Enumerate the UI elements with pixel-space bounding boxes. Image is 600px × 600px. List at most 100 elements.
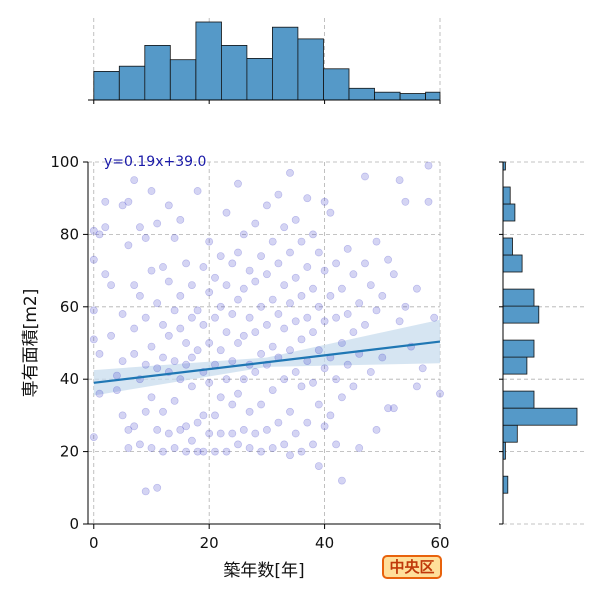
scatter-point	[268, 342, 277, 351]
scatter-point	[251, 328, 260, 336]
scatter-point	[251, 429, 260, 438]
scatter-point	[222, 447, 231, 456]
scatter-point	[309, 284, 317, 293]
scatter-point	[170, 357, 179, 365]
x-hist-bar	[220, 45, 248, 101]
scatter-point	[262, 201, 271, 210]
scatter-point	[297, 335, 306, 344]
scatter-point	[326, 411, 335, 420]
scatter-point	[268, 386, 277, 394]
scatter-point	[118, 201, 127, 210]
scatter-point	[366, 281, 375, 289]
x-hist-bar	[271, 26, 299, 101]
scatter-point	[332, 440, 340, 449]
scatter-point	[337, 393, 346, 402]
scatter-point	[291, 273, 300, 282]
y-hist-bar	[502, 305, 540, 324]
scatter-point	[130, 281, 139, 289]
scatter-point	[337, 476, 346, 485]
scatter-point	[274, 418, 283, 427]
scatter-point	[228, 429, 237, 438]
scatter-point	[205, 237, 214, 246]
scatter-point	[153, 364, 162, 373]
scatter-point	[187, 353, 196, 362]
scatter-point	[234, 179, 242, 188]
scatter-point	[361, 172, 369, 181]
scatter-point	[268, 444, 277, 452]
scatter-point	[147, 266, 156, 275]
scatter-point	[303, 313, 312, 322]
scatter-point	[268, 295, 277, 304]
scatter-point	[113, 386, 121, 394]
scatter-point	[303, 263, 312, 271]
y-hist-bar	[502, 203, 516, 222]
scatter-point	[147, 342, 156, 351]
scatter-point	[153, 219, 162, 228]
scatter-point	[159, 447, 167, 456]
fit-equation-label: y=0.19x+39.0	[104, 154, 206, 170]
scatter-point	[257, 252, 265, 260]
scatter-point	[343, 244, 352, 253]
scatter-point	[395, 317, 404, 326]
scatter-point	[216, 429, 225, 438]
scatter-point	[135, 291, 144, 300]
scatter-point	[141, 407, 150, 416]
scatter-point	[164, 277, 173, 286]
scatter-point	[101, 197, 110, 206]
scatter-point	[234, 295, 242, 304]
scatter-point	[326, 291, 335, 300]
scatter-point	[274, 310, 283, 318]
scatter-point	[337, 339, 346, 347]
scatter-point	[262, 270, 271, 279]
scatter-point	[268, 237, 277, 246]
scatter-point	[384, 404, 392, 413]
scatter-point	[251, 219, 260, 228]
scatter-point	[147, 444, 156, 452]
scatter-point	[251, 368, 260, 376]
scatter-point	[343, 360, 352, 369]
scatter-point	[239, 425, 248, 434]
y-tick-label: 100	[50, 153, 79, 171]
scatter-point	[286, 248, 294, 257]
y-hist-bar	[502, 390, 535, 409]
scatter-point	[430, 313, 439, 322]
y-hist-bar	[502, 186, 511, 205]
scatter-point	[135, 223, 144, 232]
y-tick-label: 0	[69, 515, 79, 533]
scatter-point	[303, 194, 312, 203]
scatter-point	[95, 349, 104, 358]
scatter-point	[141, 234, 150, 242]
scatter-point	[314, 462, 323, 470]
x-hist-bar	[399, 93, 427, 101]
scatter-point	[176, 375, 185, 384]
scatter-point	[349, 328, 358, 336]
scatter-point	[164, 201, 173, 210]
scatter-point	[107, 331, 115, 340]
scatter-point	[164, 429, 173, 438]
x-hist-bar	[169, 59, 197, 101]
scatter-point	[309, 328, 317, 336]
y-hist-bar	[502, 424, 518, 443]
scatter-point	[280, 223, 289, 232]
scatter-point	[309, 378, 317, 387]
scatter-point	[176, 425, 185, 434]
scatter-point	[187, 313, 196, 322]
scatter-point	[182, 422, 190, 431]
x-hist-bar	[144, 45, 171, 101]
scatter-point	[412, 284, 421, 293]
scatter-point	[245, 444, 254, 452]
scatter-point	[193, 187, 202, 195]
scatter-point	[164, 331, 173, 340]
scatter-point	[170, 306, 179, 315]
y-tick-label: 20	[60, 443, 79, 461]
scatter-point	[274, 190, 283, 199]
scatter-point	[320, 197, 329, 206]
scatter-point	[361, 320, 369, 329]
scatter-point	[89, 226, 98, 235]
y-hist-bar	[502, 356, 528, 375]
scatter-point	[280, 440, 289, 449]
scatter-point	[95, 389, 104, 398]
scatter-point	[372, 237, 381, 246]
confidence-band-area	[93, 319, 441, 396]
x-axis-label: 築年数[年]	[223, 561, 304, 581]
